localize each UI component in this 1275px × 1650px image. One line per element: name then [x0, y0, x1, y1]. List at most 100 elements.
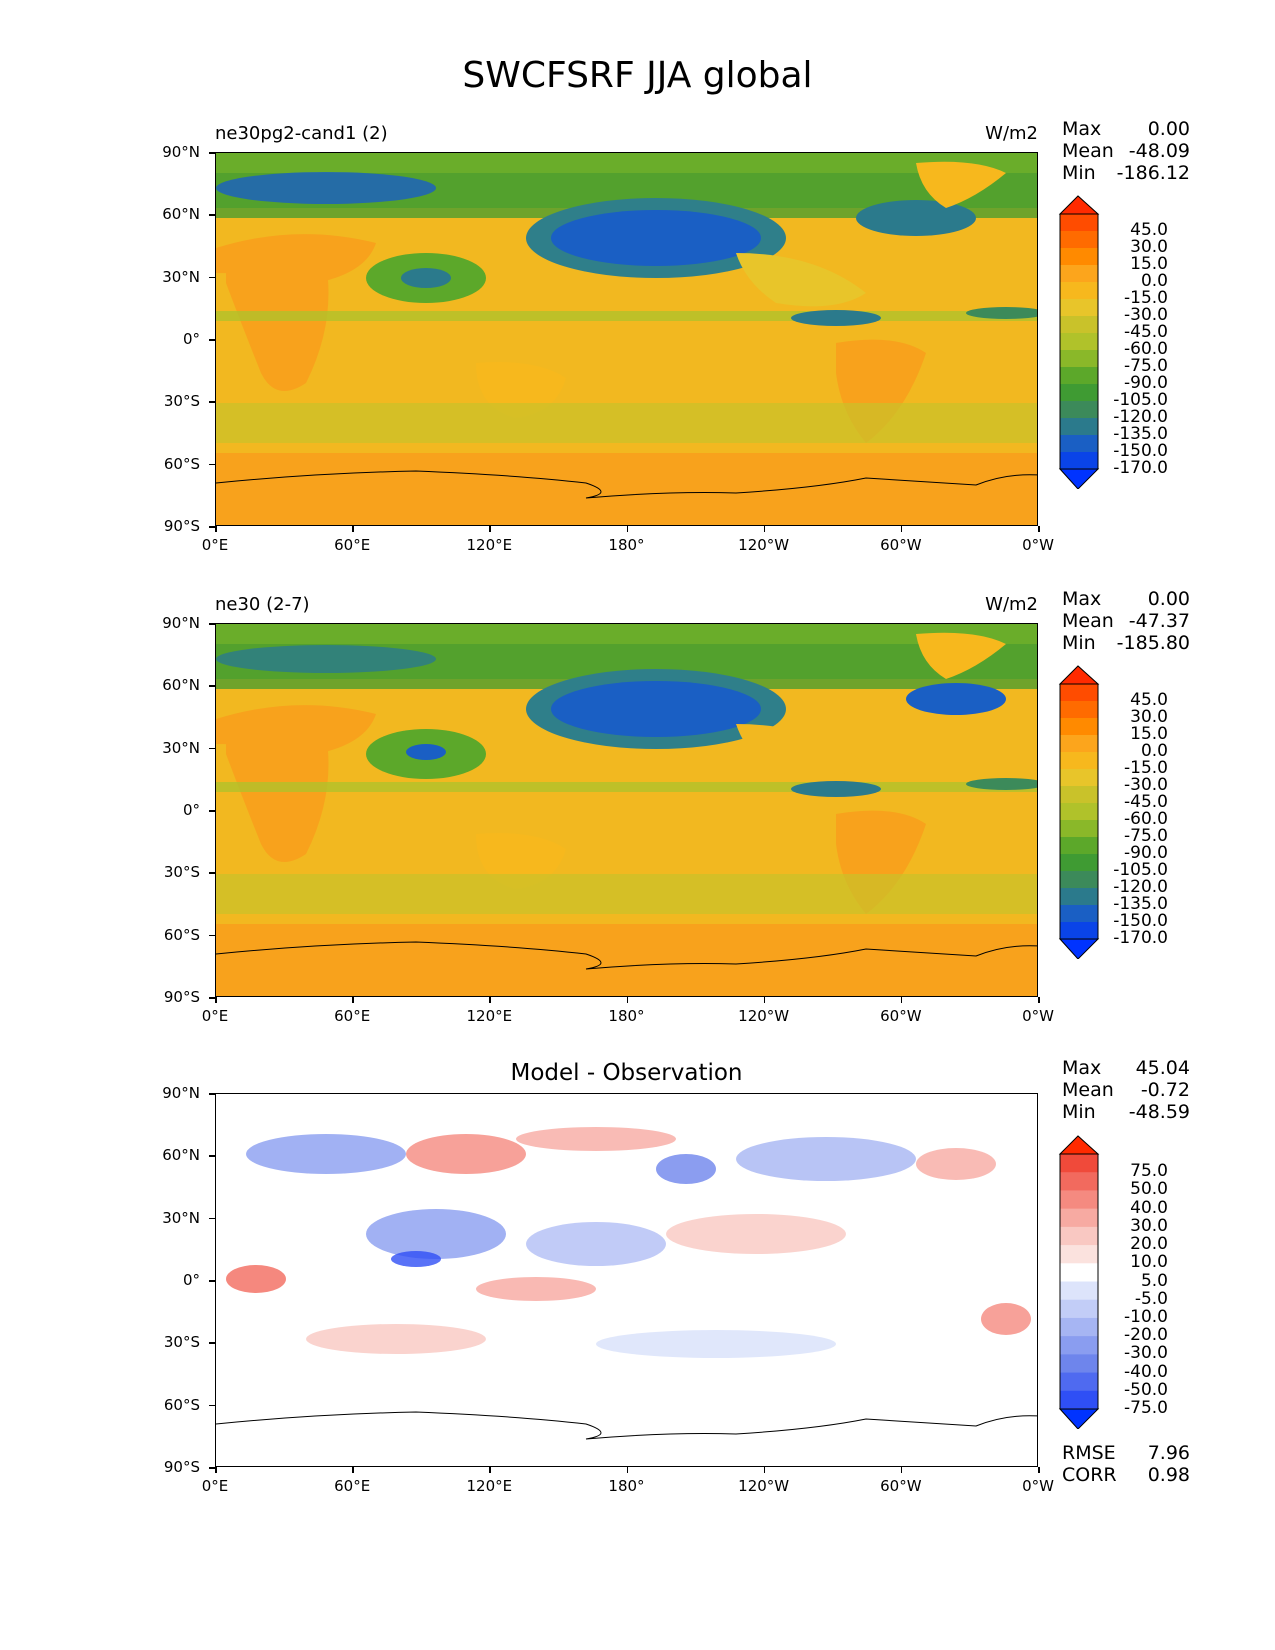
diff-blob-3	[516, 1127, 676, 1151]
colorbar-tick-label: -135.0	[1113, 894, 1168, 914]
stat-mean-3: Mean -0.72	[1062, 1079, 1190, 1101]
ytick-mark	[209, 685, 215, 687]
colorbar-segment	[1060, 854, 1098, 872]
colorbar-tick-label: -105.0	[1113, 860, 1168, 880]
greenland-1	[916, 161, 1006, 208]
xtick-mark	[626, 997, 628, 1003]
ytick-mark	[209, 1404, 215, 1407]
itcz-2	[216, 782, 1037, 792]
colorbar-segment	[1060, 452, 1098, 470]
ytick-label: 60°N	[162, 1146, 200, 1165]
colorbar-tick-label: -135.0	[1113, 424, 1168, 444]
ytick-mark	[209, 810, 215, 812]
colorbar-extend-max	[1058, 1135, 1100, 1155]
ytick-mark	[209, 623, 215, 625]
map-2-field	[216, 624, 1037, 996]
colorbar-2	[1058, 665, 1100, 959]
panel-2-title: ne30 (2-7)	[215, 594, 310, 615]
itcz-1	[216, 311, 1037, 321]
colorbar-segment	[1060, 1154, 1098, 1173]
colorbar-segment	[1060, 752, 1098, 770]
colorbar-segment	[1060, 684, 1098, 702]
ytick-label: 90°N	[162, 614, 200, 632]
xtick-mark	[352, 526, 354, 532]
xtick-label: 60°E	[334, 1477, 371, 1495]
colorbar-tick-label: -75.0	[1124, 826, 1168, 846]
colorbar-segment	[1060, 820, 1098, 838]
error-stats-3: RMSE 7.96 CORR 0.98	[1062, 1442, 1190, 1486]
ytick-mark	[209, 1093, 215, 1095]
stats-2: Max 0.00 Mean -47.37 Min -185.80	[1062, 588, 1190, 654]
diff-blob-9	[391, 1251, 441, 1267]
colorbar-segment	[1060, 214, 1098, 232]
colorbar-tick-label: -10.0	[1124, 1306, 1168, 1327]
map-3	[215, 1093, 1038, 1467]
ytick-mark	[209, 152, 215, 154]
colorbar-segment	[1060, 282, 1098, 300]
stats-3: Max 45.04 Mean -0.72 Min -48.59	[1062, 1057, 1190, 1123]
antarctica-coast-3	[216, 1411, 1037, 1440]
ytick-label: 0°	[182, 330, 200, 348]
colorbar-tick-label: 0.0	[1140, 271, 1168, 291]
xtick-label: 180°	[608, 1477, 645, 1495]
colorbar-outline	[1059, 683, 1099, 940]
colorbar-tick-label: -30.0	[1124, 775, 1168, 795]
panel-3-title: Model - Observation	[510, 1060, 743, 1086]
ytick-mark	[209, 934, 215, 937]
colorbar-tick-label: -45.0	[1124, 792, 1168, 812]
colorbar-tick-label: 5.0	[1140, 1270, 1168, 1291]
colorbar-segment	[1060, 1336, 1098, 1355]
tibet-2b	[406, 744, 446, 760]
colorbar-tick-label: -170.0	[1113, 928, 1168, 948]
ytick-mark	[209, 872, 215, 874]
stat-min-2: Min -185.80	[1062, 632, 1190, 654]
colorbar-segment	[1060, 718, 1098, 736]
xtick-label: 120°E	[466, 1007, 513, 1025]
ytick-label: 60°S	[163, 1395, 200, 1414]
so-band-2b	[216, 924, 1037, 996]
xtick-mark	[763, 997, 766, 1003]
colorbar-extend-min	[1058, 938, 1100, 959]
colorbar-tick-label: -30.0	[1124, 1343, 1168, 1364]
xtick-label: 0°E	[201, 1477, 229, 1495]
greenland-2	[916, 632, 1006, 679]
so-band-1b	[216, 453, 1037, 525]
colorbar-extend-min	[1058, 468, 1100, 489]
diff-blob-14	[306, 1324, 486, 1354]
colorbar-tick-label: 20.0	[1130, 1234, 1168, 1255]
xtick-mark	[763, 1467, 766, 1473]
ytick-label: 60°S	[163, 925, 200, 944]
diff-blob-11	[476, 1277, 596, 1301]
xtick-mark	[900, 997, 903, 1003]
map-1-field	[216, 153, 1037, 525]
map-1	[215, 152, 1038, 526]
ytick-mark	[209, 526, 215, 528]
ytick-mark	[209, 401, 215, 403]
colorbar-tick-label: 40.0	[1130, 1197, 1168, 1218]
stat-max-3: Max 45.04	[1062, 1057, 1190, 1079]
colorbar-segment	[1060, 299, 1098, 317]
so-band-2	[216, 874, 1037, 914]
xtick-mark	[900, 526, 903, 532]
xtick-label: 120°E	[466, 1477, 513, 1495]
colorbar-extend-min	[1058, 1408, 1100, 1429]
stat-corr-3: CORR 0.98	[1062, 1464, 1190, 1486]
xtick-mark	[215, 1467, 217, 1473]
xtick-label: 180°	[608, 1007, 645, 1025]
colorbar-segment	[1060, 888, 1098, 906]
eurasia-1	[216, 234, 376, 283]
stat-mean-2: Mean -47.37	[1062, 610, 1190, 632]
xtick-mark	[626, 1467, 628, 1473]
colorbar-tick-label: 15.0	[1130, 254, 1168, 274]
ytick-mark	[209, 747, 215, 750]
ytick-label: 60°N	[162, 205, 200, 224]
ytick-mark	[209, 997, 215, 999]
xtick-label: 180°	[608, 536, 645, 554]
ytick-mark	[209, 1280, 215, 1282]
ytick-label: 60°N	[162, 676, 200, 695]
colorbar-segment	[1060, 265, 1098, 283]
colorbar-tick-label: -90.0	[1124, 373, 1168, 393]
colorbar-segment	[1060, 316, 1098, 334]
colorbar-tick-label: -45.0	[1124, 322, 1168, 342]
colorbar-tick-label: -15.0	[1124, 758, 1168, 778]
